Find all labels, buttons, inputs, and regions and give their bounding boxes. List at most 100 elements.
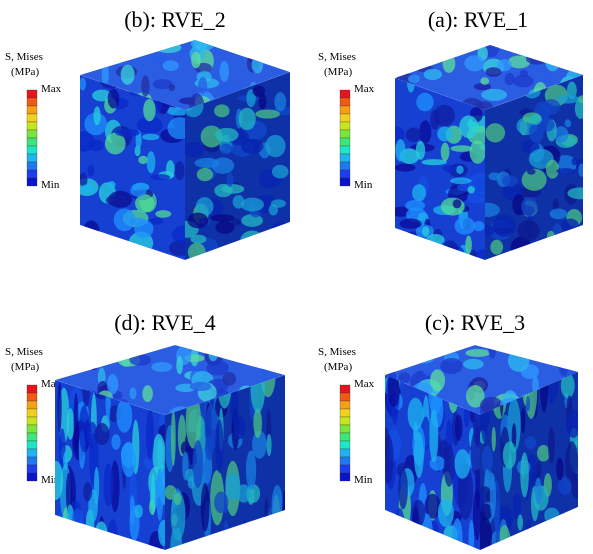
stress-patch xyxy=(152,79,173,90)
stress-patch xyxy=(429,409,439,463)
stress-patch xyxy=(254,354,270,363)
legend-swatch xyxy=(26,440,38,450)
legend-swatch xyxy=(26,456,38,466)
stress-patch xyxy=(468,519,475,550)
legend-swatch xyxy=(339,89,351,99)
stress-patch xyxy=(423,68,443,81)
stress-patch xyxy=(437,126,452,142)
stress-patch xyxy=(430,109,440,130)
legend-max: Max xyxy=(354,83,375,95)
stress-patch xyxy=(96,45,105,66)
stress-patch xyxy=(407,397,424,431)
stress-patch xyxy=(113,252,121,260)
stress-patch xyxy=(141,75,150,97)
stress-patch xyxy=(549,208,568,220)
stress-patch xyxy=(55,355,76,376)
stress-patch xyxy=(517,514,524,531)
stress-patch xyxy=(399,218,422,229)
legend-swatch xyxy=(26,97,38,107)
stress-patch xyxy=(467,186,475,194)
stress-patch xyxy=(80,172,88,187)
legend-swatch xyxy=(26,424,38,434)
stress-patch xyxy=(242,518,248,550)
stress-patch xyxy=(143,98,156,122)
legend-swatch xyxy=(339,145,351,155)
stress-patch xyxy=(152,433,165,475)
stress-patch xyxy=(443,444,455,487)
stress-patch xyxy=(222,371,237,386)
stress-patch xyxy=(480,77,490,85)
legend-swatch xyxy=(339,384,351,394)
stress-patch xyxy=(92,89,112,102)
stress-patch xyxy=(430,45,448,60)
stress-patch xyxy=(497,345,523,353)
legend-unit: (MPa) xyxy=(324,361,352,373)
legend-swatch xyxy=(339,169,351,179)
legend-swatch xyxy=(26,121,38,131)
stress-patch xyxy=(463,358,484,370)
stress-patch xyxy=(504,72,515,86)
stress-patch xyxy=(395,163,416,172)
stress-patch xyxy=(529,114,543,125)
stress-patch xyxy=(385,364,394,371)
stress-patch xyxy=(571,242,580,260)
stress-patch xyxy=(189,381,212,392)
stress-patch xyxy=(241,214,263,227)
stress-patch xyxy=(206,360,229,376)
legend-unit: (MPa) xyxy=(11,361,39,373)
stress-patch xyxy=(395,64,401,73)
stress-patch xyxy=(130,183,147,197)
stress-patch xyxy=(442,164,457,173)
stress-patch xyxy=(150,472,156,516)
stress-patch xyxy=(390,349,408,370)
stress-patch xyxy=(255,248,267,260)
legend-swatch xyxy=(339,113,351,123)
stress-patch xyxy=(105,47,119,63)
stress-patch xyxy=(539,118,555,132)
legend-swatch xyxy=(339,177,351,187)
stress-patch xyxy=(545,159,560,179)
stress-patch xyxy=(266,433,272,457)
stress-patch xyxy=(424,493,441,519)
stress-patch xyxy=(113,47,124,64)
stress-patch xyxy=(165,485,177,500)
stress-patch xyxy=(560,373,575,399)
stress-patch xyxy=(214,127,239,143)
face-shade xyxy=(485,75,583,260)
legend-swatch xyxy=(26,400,38,410)
stress-patch xyxy=(548,47,564,56)
stress-patch xyxy=(422,226,430,237)
stress-patch xyxy=(469,140,485,164)
stress-patch xyxy=(454,216,476,235)
stress-patch xyxy=(144,456,155,470)
stress-patch xyxy=(440,142,450,162)
stress-patch xyxy=(192,440,204,489)
stress-patch xyxy=(173,493,182,506)
stress-patch xyxy=(571,157,579,166)
stress-patch xyxy=(204,404,219,452)
stress-patch xyxy=(134,219,154,238)
legend-swatch xyxy=(26,416,38,426)
stress-patch xyxy=(83,481,93,502)
stress-patch xyxy=(93,106,101,126)
stress-patch xyxy=(225,472,241,501)
legend-title: S, Mises xyxy=(5,346,43,358)
stress-patch xyxy=(512,492,522,520)
stress-patch xyxy=(452,199,462,209)
stress-patch xyxy=(556,457,564,481)
stress-patch xyxy=(120,64,135,85)
legend-swatch xyxy=(26,432,38,442)
stress-patch xyxy=(80,237,94,257)
panel-title: (c): RVE_3 xyxy=(425,310,525,335)
stress-patch xyxy=(490,239,504,255)
stress-patch xyxy=(395,241,409,254)
stress-patch xyxy=(105,194,131,207)
stress-patch xyxy=(413,431,424,478)
legend-unit: (MPa) xyxy=(324,66,352,78)
stress-patch xyxy=(195,197,214,217)
stress-patch xyxy=(470,427,480,479)
stress-patch xyxy=(485,67,502,77)
stress-patch xyxy=(557,476,572,496)
stress-patch xyxy=(540,241,563,260)
legend-swatch xyxy=(339,129,351,139)
